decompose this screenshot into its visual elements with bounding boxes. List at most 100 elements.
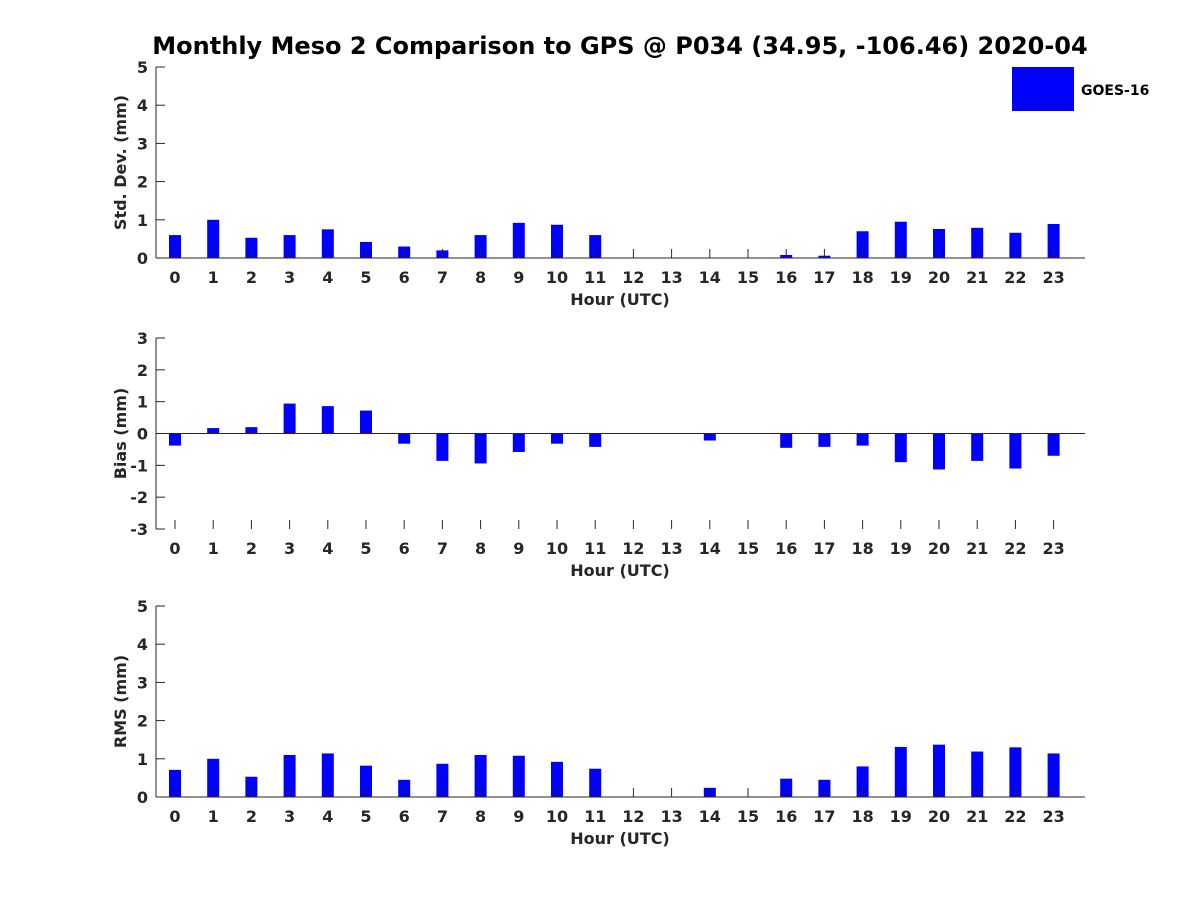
x-tick-label: 19 [890, 807, 912, 826]
y-tick-label: 3 [137, 329, 148, 348]
bar-panel2-hour-18 [856, 433, 869, 446]
y-tick-label: 3 [137, 673, 148, 692]
x-tick-label: 10 [546, 268, 568, 287]
y-tick-label: 2 [137, 173, 148, 192]
bar-panel1-hour-19 [894, 221, 907, 258]
bar-panel2-hour-6 [398, 433, 411, 444]
legend: GOES-16 [1012, 67, 1149, 111]
bar-panel2-hour-5 [360, 410, 372, 434]
x-tick-label: 5 [360, 539, 371, 558]
bar-panel2-hour-23 [1047, 433, 1060, 456]
bar-panel2-hour-10 [551, 433, 563, 444]
x-tick-label: 23 [1042, 268, 1064, 287]
bar-panel3-hour-1 [207, 758, 220, 797]
x-tick-label: 16 [775, 268, 797, 287]
bar-panel2-hour-17 [818, 433, 831, 447]
bar-panel1-hour-3 [283, 235, 296, 258]
bar-panel2-hour-3 [283, 403, 296, 434]
x-tick-label: 3 [284, 539, 295, 558]
bar-panel3-hour-22 [1009, 747, 1022, 797]
bar-panel1-hour-9 [512, 222, 525, 258]
bar-panel3-hour-8 [474, 754, 487, 797]
x-tick-label: 17 [813, 268, 835, 287]
bar-panel2-hour-1 [207, 428, 220, 434]
bar-panel2-hour-11 [589, 433, 602, 447]
bar-panel3-hour-10 [551, 761, 563, 797]
bar-panel3-hour-16 [780, 778, 793, 797]
x-tick-label: 6 [399, 268, 410, 287]
x-tick-label: 11 [584, 807, 606, 826]
y-axis-label: Bias (mm) [111, 388, 130, 480]
x-tick-label: 5 [360, 268, 371, 287]
bar-panel1-hour-10 [551, 224, 563, 258]
bar-panel2-hour-22 [1009, 433, 1022, 469]
x-tick-label: 1 [208, 807, 219, 826]
x-tick-label: 20 [928, 539, 950, 558]
bar-panel1-hour-22 [1009, 232, 1022, 258]
bar-panel2-hour-4 [321, 406, 334, 434]
y-axis-label: RMS (mm) [111, 655, 130, 748]
x-tick-label: 8 [475, 807, 486, 826]
x-tick-label: 18 [851, 807, 873, 826]
bar-panel3-hour-21 [971, 751, 984, 797]
x-tick-label: 21 [966, 807, 988, 826]
x-tick-label: 1 [208, 268, 219, 287]
bar-panel3-hour-19 [894, 746, 907, 797]
bar-panel3-hour-23 [1047, 753, 1060, 797]
bar-panel2-hour-21 [971, 433, 984, 461]
y-tick-label: 4 [137, 96, 148, 115]
x-tick-label: 8 [475, 539, 486, 558]
x-tick-label: 7 [437, 539, 448, 558]
x-tick-label: 2 [246, 539, 257, 558]
y-tick-label: 1 [137, 393, 148, 412]
bar-panel3-hour-2 [245, 776, 258, 797]
legend-label-goes-16: GOES-16 [1081, 83, 1149, 99]
bar-panel1-hour-18 [856, 231, 869, 258]
bar-panel2-hour-14 [703, 433, 716, 441]
y-tick-label: 2 [137, 361, 148, 380]
y-tick-label: 1 [137, 750, 148, 769]
x-tick-label: 20 [928, 807, 950, 826]
bar-panel1-hour-4 [321, 229, 334, 258]
y-tick-label: 5 [137, 597, 148, 616]
bar-panel2-hour-0 [169, 433, 181, 446]
y-tick-label: -2 [130, 488, 148, 507]
x-tick-label: 16 [775, 539, 797, 558]
x-tick-label: 8 [475, 268, 486, 287]
bar-panel3-hour-4 [321, 753, 334, 797]
bar-panel3-hour-5 [360, 765, 372, 797]
y-tick-label: 4 [137, 635, 148, 654]
x-tick-label: 14 [699, 268, 721, 287]
y-tick-label: 2 [137, 712, 148, 731]
y-axis-label: Std. Dev. (mm) [111, 95, 130, 230]
y-tick-label: 0 [137, 425, 148, 444]
x-tick-label: 12 [622, 807, 644, 826]
bar-panel2-hour-9 [512, 433, 525, 452]
x-tick-label: 9 [513, 268, 524, 287]
x-tick-label: 21 [966, 539, 988, 558]
x-tick-label: 7 [437, 807, 448, 826]
x-tick-label: 23 [1042, 539, 1064, 558]
y-tick-label: -1 [130, 456, 148, 475]
x-tick-label: 12 [622, 268, 644, 287]
x-tick-label: 3 [284, 268, 295, 287]
legend-swatch-goes-16 [1012, 67, 1074, 111]
x-tick-label: 16 [775, 807, 797, 826]
x-tick-label: 22 [1004, 807, 1026, 826]
x-tick-label: 9 [513, 539, 524, 558]
x-tick-label: 10 [546, 539, 568, 558]
bar-panel1-hour-0 [169, 235, 181, 258]
x-tick-label: 22 [1004, 539, 1026, 558]
x-tick-label: 15 [737, 268, 759, 287]
y-tick-label: 3 [137, 134, 148, 153]
x-tick-label: 14 [699, 539, 721, 558]
x-tick-label: 0 [169, 268, 180, 287]
x-tick-label: 12 [622, 539, 644, 558]
x-tick-label: 0 [169, 807, 180, 826]
bar-panel3-hour-18 [856, 766, 869, 797]
bar-panel3-hour-0 [169, 769, 181, 797]
x-tick-label: 19 [890, 539, 912, 558]
x-axis-label: Hour (UTC) [570, 561, 670, 580]
